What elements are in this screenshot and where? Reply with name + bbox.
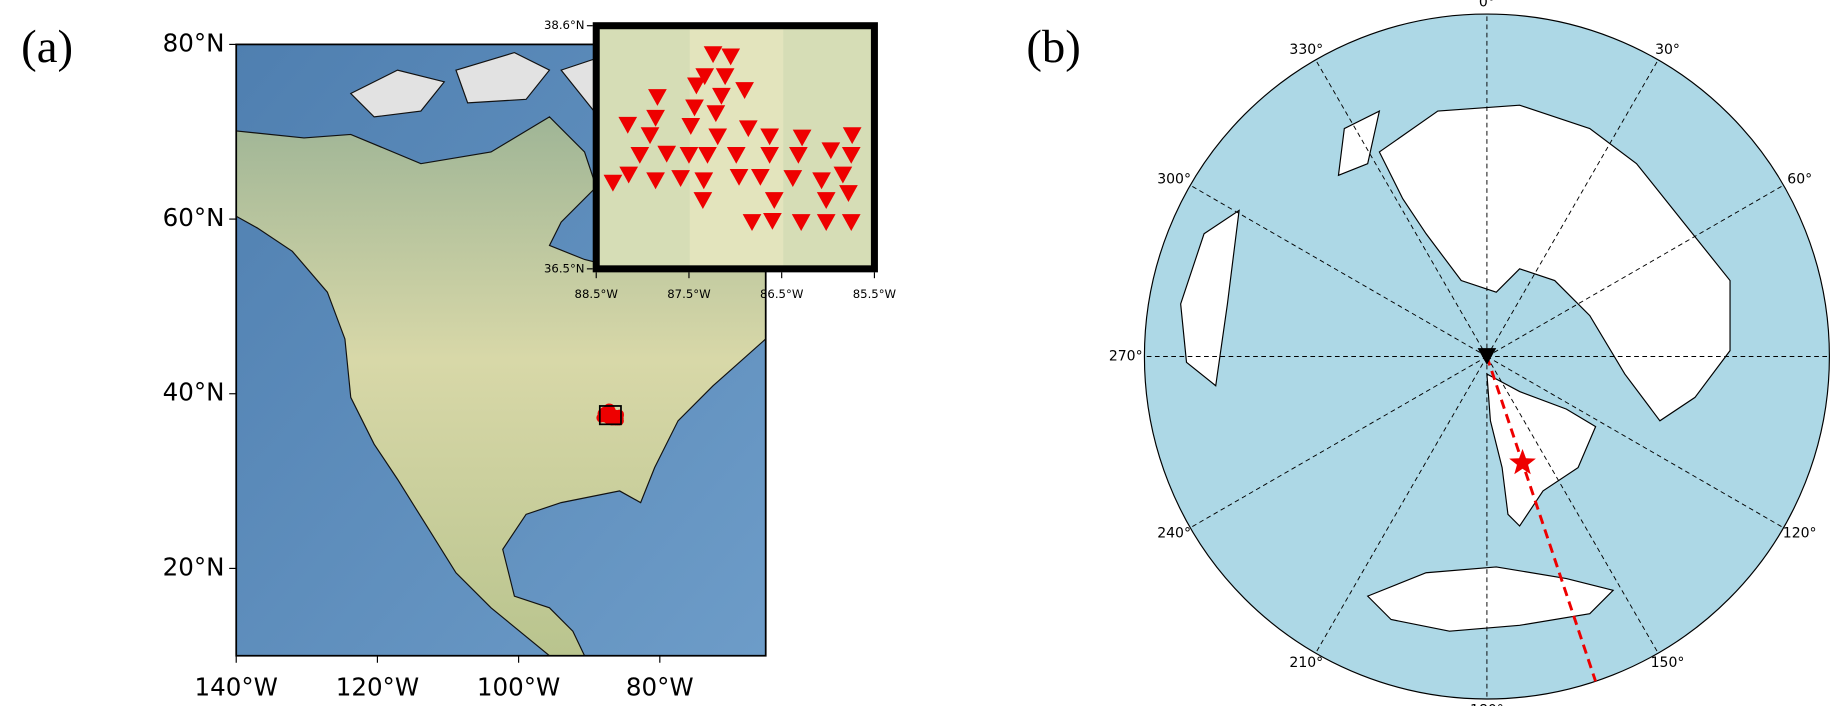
x-tick-label: 140°W [195, 672, 278, 701]
inset-x-tick-label: 85.5°W [853, 287, 897, 301]
panel-label: (a) [21, 21, 73, 73]
x-tick-label: 80°W [626, 672, 694, 701]
azimuth-label: 150° [1651, 655, 1685, 671]
x-tick-label: 120°W [336, 672, 419, 701]
azimuth-label: 210° [1289, 655, 1323, 671]
azimuth-label: 120° [1783, 526, 1817, 542]
azimuth-label: 60° [1787, 171, 1812, 187]
inset: 88.5°W 87.5°W 86.5°W 85.5°W 36.5°N 38.6°N [544, 18, 897, 301]
inset-y-tick-label: 38.6°N [544, 18, 585, 32]
y-tick-label: 20°N [163, 552, 225, 581]
panel-label: (b) [1026, 21, 1081, 73]
inset-x-tick-label: 87.5°W [667, 287, 711, 301]
figure: (a) (b) 140°W 120°W 100°W 80°W 20°N 40°N 60°N 8… [0, 0, 1833, 706]
inset-y-tick-label: 36.5°N [544, 261, 585, 275]
y-tick-label: 80°N [163, 28, 225, 57]
y-tick-label: 40°N [163, 378, 225, 407]
inset-x-tick-label: 86.5°W [760, 287, 804, 301]
azimuth-label: 0° [1479, 0, 1495, 10]
inset-x-tick-label: 88.5°W [575, 287, 619, 301]
x-tick-label: 100°W [477, 672, 560, 701]
map-b: 0°30°60°90°120°150°180°210°240°270°300°3… [1109, 0, 1833, 706]
station-dot [615, 411, 624, 420]
azimuth-label: 300° [1157, 171, 1191, 187]
azimuth-label: 270° [1109, 349, 1143, 365]
azimuth-label: 240° [1157, 526, 1191, 542]
y-tick-label: 60°N [163, 203, 225, 232]
azimuth-label: 330° [1289, 42, 1323, 58]
azimuth-label: 30° [1655, 42, 1680, 58]
